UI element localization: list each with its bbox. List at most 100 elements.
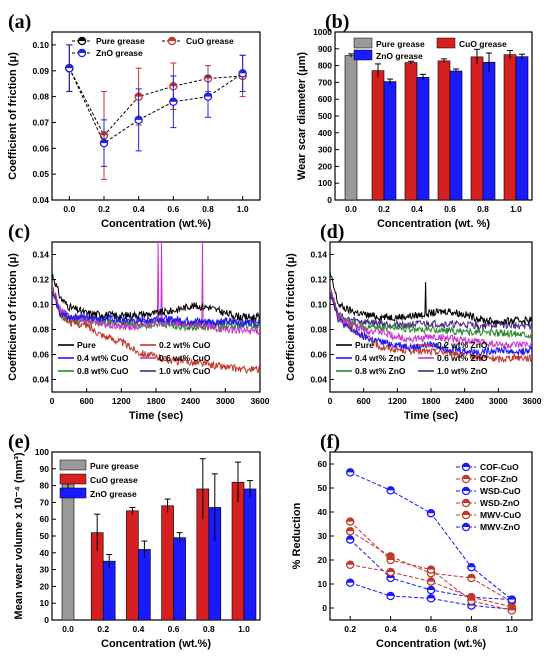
data-point-half	[467, 563, 475, 568]
x-tick-label: 3000	[489, 396, 508, 406]
y-tick-label: 200	[318, 161, 332, 171]
x-tick-label: 600	[80, 396, 94, 406]
plot-area	[330, 271, 532, 364]
y-tick-label: 400	[318, 128, 332, 138]
x-axis-label: Concentration (wt.%)	[376, 638, 486, 650]
x-tick-label: 1.0	[506, 624, 518, 634]
legend-entry: MWV-ZnO	[480, 522, 521, 532]
x-tick-label: 0.8	[477, 204, 489, 214]
y-tick-label: 10	[318, 579, 328, 589]
legend-marker-half	[462, 499, 470, 503]
series-line-0-6-wt-cuo	[52, 242, 260, 335]
legend-entry: 1.0 wt% CuO	[159, 366, 211, 376]
legend-entry: WSD-ZnO	[480, 498, 520, 508]
legend-swatch	[353, 49, 373, 61]
legend-marker-half	[78, 37, 86, 41]
series-line	[68, 67, 243, 137]
bar	[449, 70, 463, 201]
legend-entry: 0.8 wt% ZnO	[355, 366, 406, 376]
bar	[126, 510, 139, 621]
bar	[102, 560, 116, 621]
x-tick-label: 0.2	[344, 624, 356, 634]
x-tick-label: 0	[328, 396, 333, 406]
x-tick-label: 0.2	[378, 204, 390, 214]
x-tick-label: 0.6	[168, 624, 180, 634]
panel-label: (f)	[320, 431, 340, 453]
data-point-half	[387, 556, 395, 560]
bar	[344, 55, 358, 201]
legend-marker-half	[462, 511, 470, 515]
legend-entry: 0.2 wt% ZnO	[437, 340, 488, 350]
panel-b: (b) 0 100 200 300 400 500 600 700 800 900 1000 Wear …	[296, 11, 533, 230]
legend-marker-half	[462, 523, 470, 527]
y-tick-label: 1000	[313, 27, 332, 37]
x-tick-label: 0.6	[167, 204, 179, 214]
y-tick-label: 30	[40, 565, 50, 575]
y-tick-label: 0.14	[32, 250, 49, 260]
series-mwv-cuo	[345, 517, 517, 615]
data-point-half	[346, 527, 354, 532]
panel-label: (e)	[8, 431, 30, 453]
series-zno-grease	[383, 52, 529, 201]
legend-marker-half	[78, 49, 86, 53]
legend-entry: 0.4 wt% ZnO	[355, 353, 406, 363]
y-tick-label: 0.14	[310, 250, 327, 260]
series-line-pure	[52, 273, 260, 321]
legend: COF-CuO COF-ZnO WSD-CuO WSD-ZnO MWV-CuO MWV-Z…	[456, 462, 521, 532]
x-tick-label: 0.4	[411, 204, 423, 214]
y-axis-label: Coefficient of friction (μ)	[7, 52, 19, 180]
y-axis-label: % Reduction	[291, 502, 303, 569]
y-tick-label: 0	[327, 195, 332, 205]
legend-entry: CuO grease	[186, 36, 234, 46]
y-tick-label: 700	[318, 77, 332, 87]
data-point-half	[169, 98, 177, 102]
y-tick-label: 40	[318, 507, 328, 517]
x-tick-label: 3600	[251, 396, 270, 406]
data-point-half	[204, 93, 212, 97]
y-tick-label: 0.12	[32, 275, 49, 285]
data-point-half	[65, 64, 73, 69]
y-tick-label: 0	[322, 603, 327, 613]
data-point-half	[427, 565, 435, 570]
data-point-half	[387, 486, 395, 491]
bar	[161, 505, 174, 621]
legend-swatch	[353, 37, 373, 49]
y-tick-label: 0.10	[32, 40, 49, 50]
legend-swatch	[59, 487, 87, 499]
y-tick-label: 30	[318, 531, 328, 541]
x-tick-label: 0.4	[385, 624, 397, 634]
x-tick-label: 0.6	[444, 204, 456, 214]
legend-swatch	[59, 459, 87, 471]
y-tick-label: 100	[35, 447, 49, 457]
x-tick-label: 1.0	[237, 204, 249, 214]
data-point-half	[346, 579, 354, 583]
x-tick-label: 2400	[181, 396, 200, 406]
legend-entry: Pure grease	[376, 39, 425, 49]
y-tick-label: 0.06	[310, 350, 327, 360]
data-point-half	[346, 468, 354, 473]
series-pure-grease	[344, 53, 358, 201]
y-tick-label: 0.04	[32, 195, 49, 205]
series-line	[350, 564, 512, 608]
y-tick-label: 80	[40, 481, 50, 491]
x-tick-label: 0.0	[62, 624, 74, 634]
legend-entry: COF-CuO	[480, 462, 519, 472]
series-line-0-8-wt-zno	[330, 288, 532, 339]
legend-entry: 1.0 wt% ZnO	[437, 366, 488, 376]
legend: Pure 0.2 wt% ZnO 0.4 wt% ZnO 0.6 wt% ZnO 0.8…	[336, 340, 488, 376]
legend-entry: Pure	[355, 340, 374, 350]
x-tick-label: 0.4	[133, 204, 145, 214]
series-line-pure	[330, 271, 532, 326]
y-tick-label: 0.10	[32, 300, 49, 310]
data-point-half	[387, 592, 395, 596]
plot-area	[52, 242, 260, 374]
legend-entry: Pure grease	[96, 36, 145, 46]
y-tick-label: 0.10	[310, 300, 327, 310]
y-tick-label: 20	[318, 555, 328, 565]
data-point-half	[467, 597, 475, 601]
x-axis-label: Concentration (wt.%)	[101, 638, 211, 650]
bar	[416, 77, 430, 201]
data-point-half	[100, 139, 108, 144]
x-tick-label: 1200	[388, 396, 407, 406]
legend-entry: CuO grease	[90, 475, 138, 485]
